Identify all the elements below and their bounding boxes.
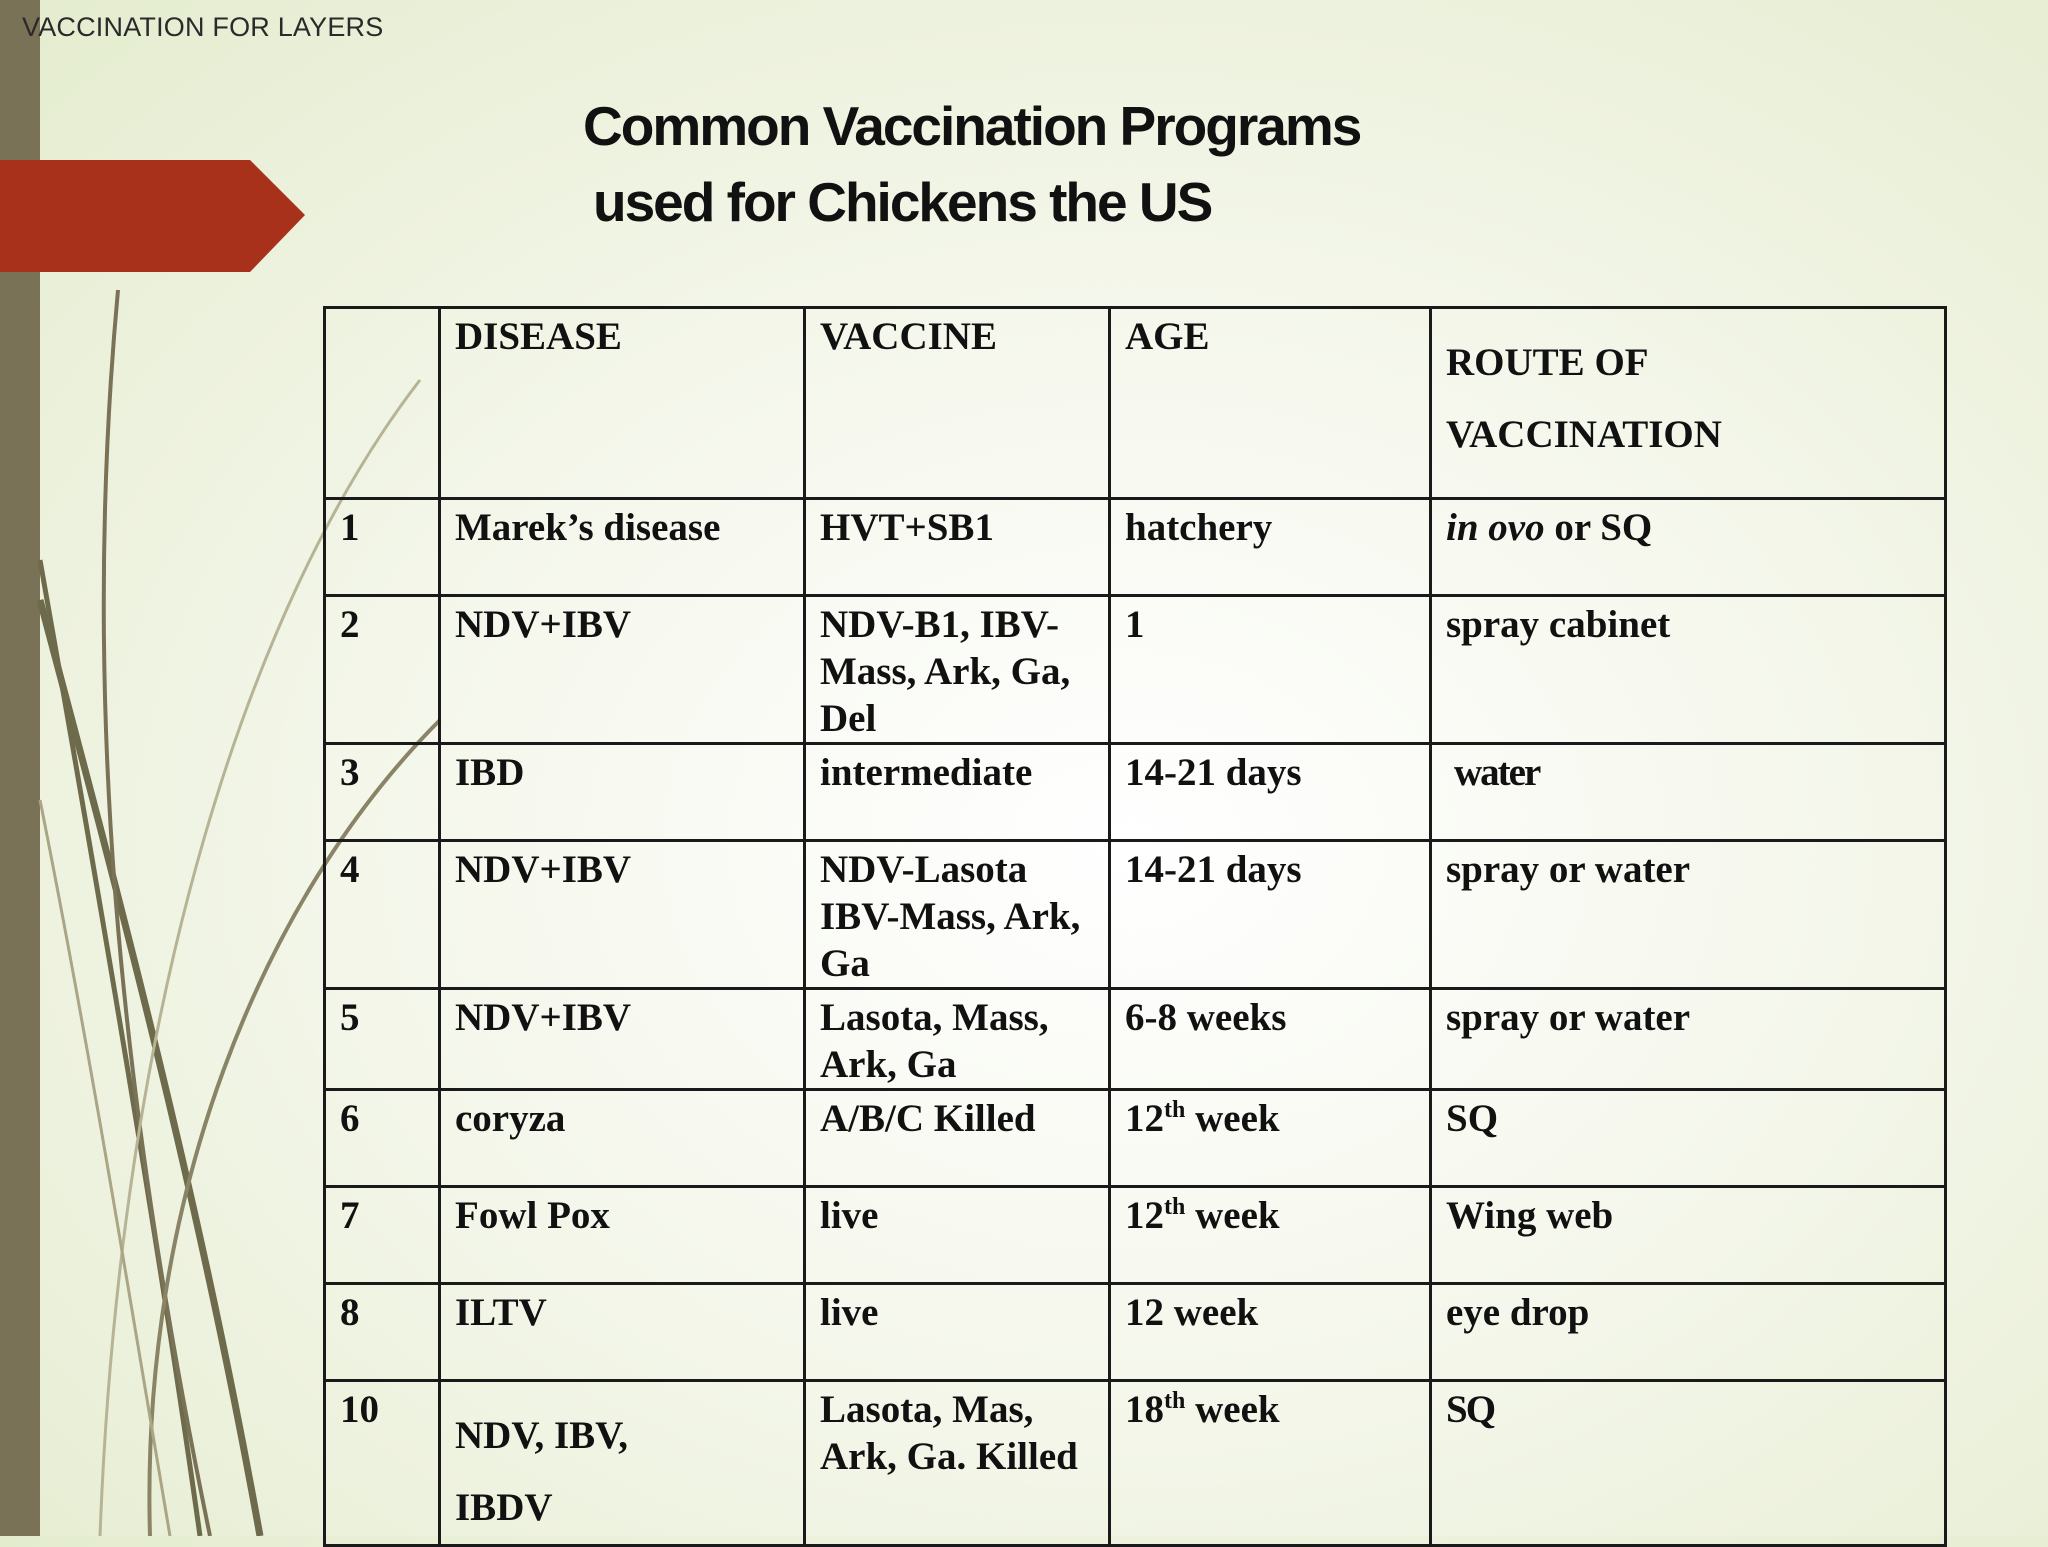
vaccine-line-3: Del bbox=[820, 697, 877, 740]
row-disease: Fowl Pox bbox=[438, 1185, 806, 1285]
row-disease: NDV+IBV bbox=[438, 839, 806, 990]
disease-line-1: NDV, IBV, bbox=[455, 1414, 629, 1457]
row-vaccine: NDV-B1, IBV- Mass, Ark, Ga, Del bbox=[803, 594, 1111, 745]
row-disease: ILTV bbox=[438, 1282, 806, 1382]
row-age: 1 bbox=[1108, 594, 1432, 745]
row-num: 8 bbox=[323, 1282, 441, 1382]
route-text: water bbox=[1454, 751, 1541, 794]
table-row: 1 Marek’s disease HVT+SB1 hatchery in ov… bbox=[323, 497, 1947, 597]
vaccine-line-1: Lasota, Mass, bbox=[820, 996, 1049, 1039]
vaccine-line-2: Mass, Ark, Ga, bbox=[820, 650, 1071, 693]
age-number: 18 bbox=[1125, 1388, 1164, 1431]
row-num: 10 bbox=[323, 1379, 441, 1547]
vaccination-table: DISEASE VACCINE AGE ROUTE OF VACCINATION… bbox=[323, 306, 1947, 1547]
row-disease: NDV+IBV bbox=[438, 987, 806, 1091]
row-num: 3 bbox=[323, 742, 441, 842]
table-row: 6 coryza A/B/C Killed 12th week SQ bbox=[323, 1088, 1947, 1188]
row-route: SQ bbox=[1429, 1088, 1947, 1188]
route-italic: in ovo bbox=[1446, 506, 1545, 549]
header-route-line-2: VACCINATION bbox=[1446, 413, 1722, 456]
table-row: 10 NDV, IBV, IBDV Lasota, Mas, Ark, Ga. … bbox=[323, 1379, 1947, 1547]
row-age: 18th week bbox=[1108, 1379, 1432, 1547]
row-vaccine: A/B/C Killed bbox=[803, 1088, 1111, 1188]
row-vaccine: Lasota, Mas, Ark, Ga. Killed bbox=[803, 1379, 1111, 1547]
row-num: 2 bbox=[323, 594, 441, 745]
row-route: spray or water bbox=[1429, 987, 1947, 1091]
vaccine-line-3: Ga bbox=[820, 942, 870, 985]
route-rest: or SQ bbox=[1544, 506, 1653, 549]
title-line-1: Common Vaccination Programs bbox=[583, 95, 1362, 157]
table-row: 8 ILTV live 12 week eye drop bbox=[323, 1282, 1947, 1382]
row-disease: Marek’s disease bbox=[438, 497, 806, 597]
age-number: 12 bbox=[1125, 1097, 1164, 1140]
title-line-2: used for Chickens the US bbox=[593, 171, 1213, 233]
row-route: eye drop bbox=[1429, 1282, 1947, 1382]
vaccine-line-2: Ark, Ga bbox=[820, 1043, 957, 1086]
row-age: 12th week bbox=[1108, 1185, 1432, 1285]
row-age: 14-21 days bbox=[1108, 839, 1432, 990]
row-age: 12th week bbox=[1108, 1088, 1432, 1188]
header-route: ROUTE OF VACCINATION bbox=[1429, 306, 1947, 500]
row-vaccine: live bbox=[803, 1282, 1111, 1382]
row-vaccine: live bbox=[803, 1185, 1111, 1285]
vaccine-line-2: IBV-Mass, Ark, bbox=[820, 895, 1081, 938]
row-age: 6-8 weeks bbox=[1108, 987, 1432, 1091]
vaccine-line-2: Ark, Ga. Killed bbox=[820, 1435, 1078, 1478]
table-row: 2 NDV+IBV NDV-B1, IBV- Mass, Ark, Ga, De… bbox=[323, 594, 1947, 745]
header-route-line-1: ROUTE OF bbox=[1446, 341, 1649, 384]
row-num: 6 bbox=[323, 1088, 441, 1188]
table-header-row: DISEASE VACCINE AGE ROUTE OF VACCINATION bbox=[323, 306, 1947, 500]
row-route: SQ bbox=[1429, 1379, 1947, 1547]
row-age: hatchery bbox=[1108, 497, 1432, 597]
age-superscript: th bbox=[1164, 1388, 1186, 1414]
slide-title: Common Vaccination Programs used for Chi… bbox=[583, 88, 1362, 240]
header-vaccine: VACCINE bbox=[803, 306, 1111, 500]
row-age: 14-21 days bbox=[1108, 742, 1432, 842]
row-vaccine: HVT+SB1 bbox=[803, 497, 1111, 597]
vaccine-line-1: NDV-Lasota bbox=[820, 848, 1028, 891]
row-disease: NDV+IBV bbox=[438, 594, 806, 745]
row-num: 4 bbox=[323, 839, 441, 990]
slide-header-label: VACCINATION FOR LAYERS bbox=[22, 12, 384, 42]
row-route: spray or water bbox=[1429, 839, 1947, 990]
table-row: 5 NDV+IBV Lasota, Mass, Ark, Ga 6-8 week… bbox=[323, 987, 1947, 1091]
row-num: 5 bbox=[323, 987, 441, 1091]
vaccine-line-1: Lasota, Mas, bbox=[820, 1388, 1034, 1431]
disease-line-2: IBDV bbox=[455, 1486, 553, 1529]
row-vaccine: intermediate bbox=[803, 742, 1111, 842]
table-row: 7 Fowl Pox live 12th week Wing web bbox=[323, 1185, 1947, 1285]
header-age: AGE bbox=[1108, 306, 1432, 500]
table-row: 4 NDV+IBV NDV-Lasota IBV-Mass, Ark, Ga 1… bbox=[323, 839, 1947, 990]
row-disease: IBD bbox=[438, 742, 806, 842]
header-num bbox=[323, 306, 441, 500]
row-route: spray cabinet bbox=[1429, 594, 1947, 745]
row-route: water bbox=[1429, 742, 1947, 842]
vaccine-line-1: NDV-B1, IBV- bbox=[820, 603, 1060, 646]
row-num: 7 bbox=[323, 1185, 441, 1285]
row-disease: NDV, IBV, IBDV bbox=[438, 1379, 806, 1547]
row-route: Wing web bbox=[1429, 1185, 1947, 1285]
row-disease: coryza bbox=[438, 1088, 806, 1188]
age-unit: week bbox=[1185, 1097, 1280, 1140]
row-vaccine: Lasota, Mass, Ark, Ga bbox=[803, 987, 1111, 1091]
age-unit: week bbox=[1185, 1388, 1280, 1431]
route-text: SQ bbox=[1446, 1388, 1496, 1431]
row-age: 12 week bbox=[1108, 1282, 1432, 1382]
row-num: 1 bbox=[323, 497, 441, 597]
age-superscript: th bbox=[1164, 1194, 1186, 1220]
header-disease: DISEASE bbox=[438, 306, 806, 500]
age-superscript: th bbox=[1164, 1097, 1186, 1123]
row-vaccine: NDV-Lasota IBV-Mass, Ark, Ga bbox=[803, 839, 1111, 990]
age-unit: week bbox=[1185, 1194, 1280, 1237]
age-number: 12 bbox=[1125, 1194, 1164, 1237]
table-row: 3 IBD intermediate 14-21 days water bbox=[323, 742, 1947, 842]
row-route: in ovo or SQ bbox=[1429, 497, 1947, 597]
